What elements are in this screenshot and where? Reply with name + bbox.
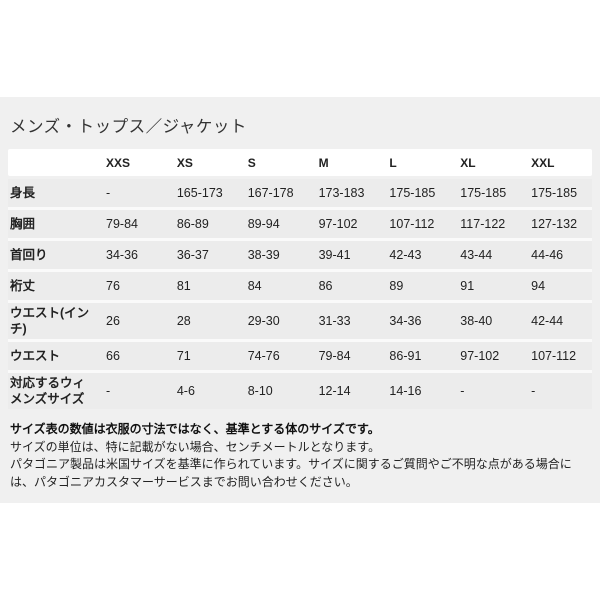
size-cell: 8-10 [247,384,273,398]
size-cell: 86-89 [176,217,209,231]
size-cell: 175-185 [389,186,436,200]
size-cell: 94 [531,279,546,293]
size-cell: 175-185 [460,186,507,200]
row-label: 身長 [10,186,36,200]
column-header: M [318,155,329,170]
size-cell: 38-40 [460,314,493,328]
size-table-body: 身長 - 165-173 167-178 173-183 175-185 175-185 17… [8,179,592,409]
size-cell: 86 [318,279,333,293]
size-cell: 175-185 [531,186,578,200]
size-cell: 89-94 [247,217,280,231]
size-cell: 173-183 [318,186,365,200]
page-title: メンズ・トップス／ジャケット [10,118,247,136]
table-row: 裄丈 76 81 84 86 89 91 94 [8,272,592,300]
size-cell: 44-46 [531,248,564,262]
size-cell: 34-36 [389,314,422,328]
table-row: 対応するウィメンズサイズ - 4-6 8-10 12-14 14-16 - - [8,373,592,409]
table-row: ウエスト 66 71 74-76 79-84 86-91 97-102 107-112 [8,342,592,370]
size-cell: 39-41 [318,248,351,262]
size-cell: 76 [106,279,120,293]
size-cell: 107-112 [389,217,435,231]
size-cell: 42-44 [531,314,564,328]
size-cell: 14-16 [389,384,422,398]
size-cell: 84 [247,279,262,293]
size-notes: サイズ表の数値は衣服の寸法ではなく、基準とする体のサイズです。 サイズの単位は、… [8,421,592,491]
size-cell: - [460,384,465,398]
table-row: ウエスト(インチ) 26 28 29-30 31-33 34-36 38-40 42-44 [8,303,592,339]
size-cell: 74-76 [247,349,280,363]
size-cell: 89 [389,279,404,293]
size-cell: 97-102 [460,349,500,363]
row-label: ウエスト [10,349,61,363]
size-cell: 79-84 [318,349,351,363]
row-label: 胸囲 [10,217,36,231]
size-cell: 117-122 [460,217,506,231]
size-cell: 71 [176,349,191,363]
column-header: XS [176,155,193,170]
size-cell: 42-43 [389,248,422,262]
size-cell: - [106,384,111,398]
size-cell: 4-6 [176,384,195,398]
size-cell: 36-37 [176,248,209,262]
size-cell: 38-39 [247,248,280,262]
size-cell: 97-102 [318,217,358,231]
size-cell: 66 [106,349,120,363]
note-units: サイズの単位は、特に記載がない場合、センチメートルとなります。 [10,439,381,454]
column-header: S [247,155,256,170]
size-chart-section: メンズ・トップス／ジャケット XXS XS S M L XL XXL 身長 - 165-173 1… [0,97,600,503]
table-row: 胸囲 79-84 86-89 89-94 97-102 107-112 117-122 127… [8,210,592,238]
size-cell: 43-44 [460,248,493,262]
size-cell: - [106,186,111,200]
size-cell: 29-30 [247,314,280,328]
column-header: XXL [531,155,555,170]
size-cell: 31-33 [318,314,351,328]
size-cell: 79-84 [106,217,138,231]
row-label: 首回り [10,248,48,262]
row-label: ウエスト(インチ) [10,306,90,336]
size-cell: 34-36 [106,248,138,262]
size-cell: - [531,384,536,398]
size-cell: 26 [106,314,120,328]
size-cell: 86-91 [389,349,422,363]
column-header: XXS [106,155,131,170]
note-us-sizing: パタゴニア製品は米国サイズを基準に作られています。サイズに関するご質問やご不明な… [10,457,572,489]
column-header: L [389,155,397,170]
size-cell: 91 [460,279,475,293]
table-row: 首回り 34-36 36-37 38-39 39-41 42-43 43-44 44-46 [8,241,592,269]
size-cell: 127-132 [531,217,578,231]
size-cell: 165-173 [176,186,223,200]
column-header: XL [460,155,476,170]
size-table-header: XXS XS S M L XL XXL [8,149,592,176]
size-cell: 167-178 [247,186,294,200]
note-body-size: サイズ表の数値は衣服の寸法ではなく、基準とする体のサイズです。 [10,422,380,436]
size-cell: 28 [176,314,191,328]
size-cell: 107-112 [531,349,577,363]
size-cell: 12-14 [318,384,351,398]
size-table: XXS XS S M L XL XXL 身長 - 165-173 167-178 173-183 17… [8,149,592,409]
row-label: 裄丈 [10,279,36,293]
size-cell: 81 [176,279,191,293]
table-row: 身長 - 165-173 167-178 173-183 175-185 175-185 17… [8,179,592,207]
row-label: 対応するウィメンズサイズ [10,376,86,406]
